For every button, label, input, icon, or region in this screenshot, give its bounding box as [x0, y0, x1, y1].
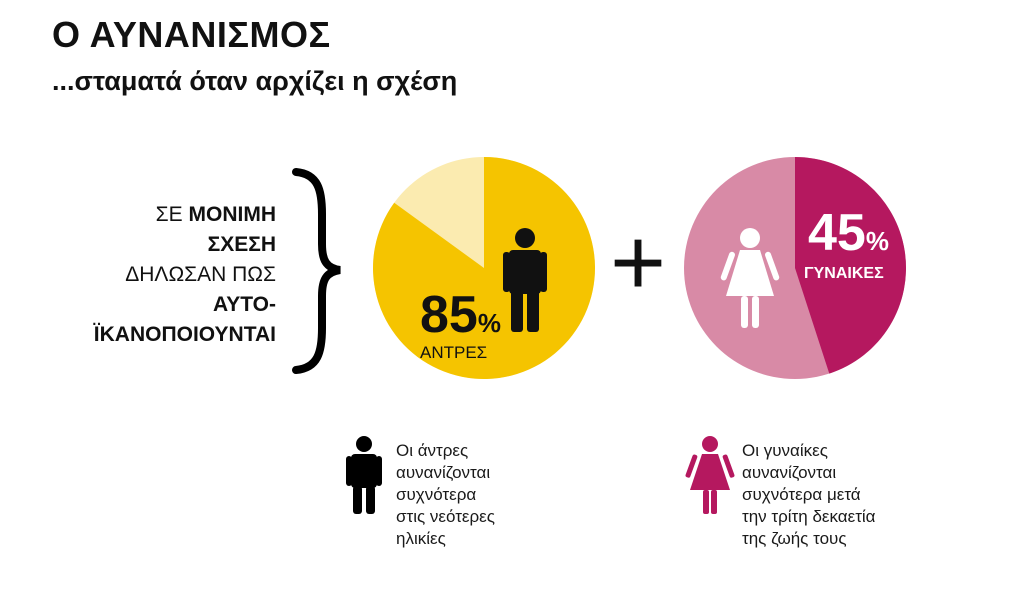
- pie-women-value-label: 45%: [808, 204, 889, 262]
- intro-line-5: ΪΚΑΝΟΠΟΙΟΥΝΤΑΙ: [93, 323, 276, 346]
- legend-man-icon: [346, 436, 382, 514]
- intro-line-4: ΑΥΤΟ-: [212, 293, 276, 316]
- intro-line-1-regular: ΣΕ: [155, 203, 189, 226]
- pie-men-highlight-slice: [373, 157, 596, 379]
- legend-woman-icon: [685, 436, 735, 514]
- pie-women: [684, 157, 907, 379]
- page-title: Ο ΑΥΝΑΝΙΣΜΟΣ: [52, 14, 331, 55]
- pie-women-unit: %: [866, 226, 889, 256]
- page-subtitle: ...σταματά όταν αρχίζει η σχέση: [52, 66, 458, 96]
- pie-women-value: 45: [808, 204, 866, 262]
- pie-men-value: 85: [420, 286, 478, 344]
- man-icon: [503, 228, 547, 332]
- intro-line-1: ΣΕ ΜΟΝΙΜΗ: [16, 200, 276, 230]
- pie-men: [373, 157, 596, 379]
- intro-line-1-bold: ΜΟΝΙΜΗ: [188, 203, 277, 226]
- pie-women-highlight-slice: [795, 157, 907, 374]
- legend-men-text: Οι άντρες αυνανίζονται συχνότερα στις νε…: [396, 441, 495, 548]
- legend-women-text: Οι γυναίκες αυνανίζονται συχνότερα μετά …: [742, 441, 876, 548]
- woman-icon: [720, 228, 780, 328]
- intro-line-3: ΔΗΛΩΣΑΝ ΠΩΣ: [125, 263, 276, 286]
- plus-sign: +: [610, 209, 666, 316]
- intro-text: ΣΕ ΜΟΝΙΜΗ ΣΧΕΣΗ ΔΗΛΩΣΑΝ ΠΩΣ ΑΥΤΟ- ΪΚΑΝΟΠ…: [16, 200, 276, 350]
- pie-men-value-label: 85%: [420, 286, 501, 344]
- pie-men-category-label: ΑΝΤΡΕΣ: [420, 343, 487, 362]
- pie-women-category-label: ΓΥΝΑΙΚΕΣ: [804, 265, 884, 282]
- curly-brace: [292, 168, 341, 374]
- intro-line-2: ΣΧΕΣΗ: [207, 233, 276, 256]
- pie-men-unit: %: [478, 308, 501, 338]
